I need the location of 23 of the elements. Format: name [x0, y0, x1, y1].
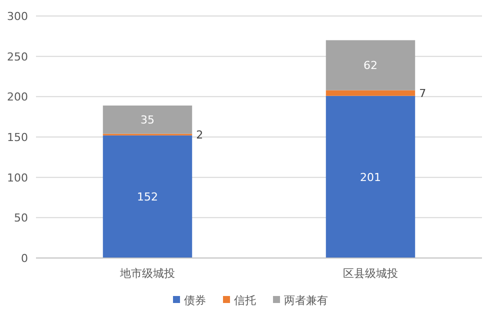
y-tick-label: 0 — [21, 252, 28, 265]
legend-label: 两者兼有 — [284, 294, 328, 307]
y-tick-label: 300 — [7, 10, 28, 23]
x-tick-label: 区县级城投 — [343, 267, 398, 280]
y-tick-label: 50 — [14, 212, 28, 225]
data-label: 2 — [196, 128, 204, 142]
legend-label: 债券 — [184, 294, 206, 307]
bar — [102, 106, 192, 134]
data-label: 7 — [419, 87, 426, 100]
bar — [326, 96, 416, 258]
bar — [102, 135, 192, 258]
bar — [326, 40, 416, 90]
x-tick-label: 地市级城投 — [119, 267, 175, 280]
data-label: 152 — [137, 190, 158, 204]
y-tick-label: 200 — [7, 90, 28, 104]
data-label: 201 — [360, 170, 381, 184]
data-label: 62 — [364, 59, 378, 72]
bar — [326, 90, 416, 96]
y-tick-label: 100 — [7, 171, 28, 184]
y-tick-label: 150 — [7, 131, 28, 144]
y-tick-label: 250 — [7, 50, 28, 64]
legend-label: 信托 — [234, 294, 256, 307]
data-label: 35 — [140, 114, 154, 127]
